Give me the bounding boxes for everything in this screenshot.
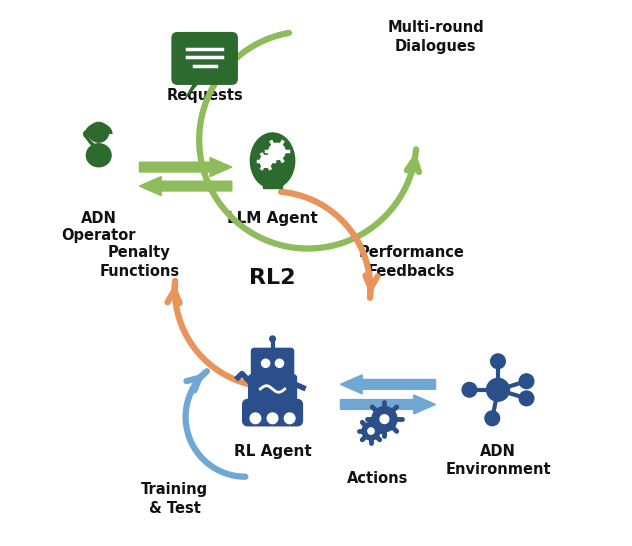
FancyBboxPatch shape [264,174,282,188]
Circle shape [519,391,534,406]
Circle shape [262,359,270,367]
Circle shape [264,159,268,164]
Text: ADN
Operator: ADN Operator [61,211,136,243]
Circle shape [284,413,295,424]
Circle shape [462,382,477,397]
FancyArrow shape [140,158,232,176]
Circle shape [380,415,389,424]
Text: RL2: RL2 [249,269,296,288]
Text: Actions: Actions [347,471,408,486]
FancyBboxPatch shape [172,33,237,84]
Text: Penalty
Functions: Penalty Functions [99,245,179,279]
Text: Multi-round
Dialogues: Multi-round Dialogues [387,20,484,54]
Circle shape [485,411,500,426]
Circle shape [276,359,284,367]
Ellipse shape [87,144,111,167]
Circle shape [250,413,261,424]
Circle shape [368,428,374,434]
Text: ADN
Environment: ADN Environment [445,444,551,477]
Circle shape [519,374,534,389]
FancyArrow shape [140,176,232,195]
Circle shape [362,422,380,440]
FancyBboxPatch shape [248,375,296,407]
Circle shape [490,354,506,369]
Circle shape [270,336,276,342]
Circle shape [487,378,509,401]
Polygon shape [186,79,202,98]
FancyBboxPatch shape [243,400,303,426]
Text: RL Agent: RL Agent [234,444,312,459]
Ellipse shape [250,133,295,188]
Text: Training
& Test: Training & Test [141,482,209,516]
FancyArrow shape [341,375,435,394]
Text: Requests: Requests [166,88,243,103]
Circle shape [260,156,272,167]
Circle shape [372,407,397,432]
Circle shape [83,130,91,138]
Text: Performance
Feedbacks: Performance Feedbacks [358,245,464,279]
Circle shape [269,143,285,159]
FancyBboxPatch shape [252,348,294,380]
Circle shape [274,148,280,155]
FancyArrow shape [341,395,435,414]
Circle shape [267,413,278,424]
Text: LLM Agent: LLM Agent [227,211,318,225]
Circle shape [89,122,109,142]
